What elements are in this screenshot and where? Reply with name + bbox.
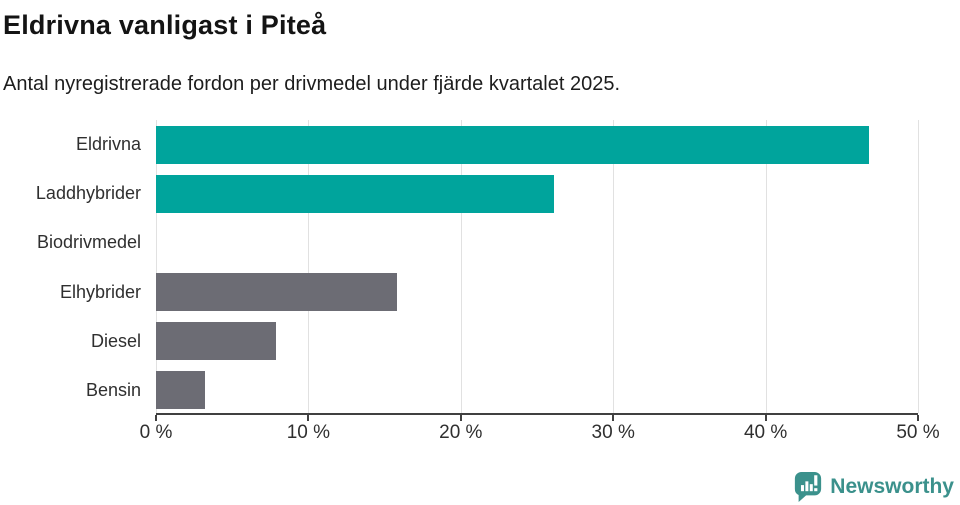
x-tick-label: 0 % bbox=[139, 422, 173, 443]
bar bbox=[156, 322, 277, 361]
chart-title: Eldrivna vanligast i Piteå bbox=[3, 10, 327, 40]
bar-track bbox=[156, 273, 918, 312]
chart-subtitle: Antal nyregistrerade fordon per drivmede… bbox=[3, 73, 621, 95]
category-label: Laddhybrider bbox=[35, 183, 141, 204]
bar bbox=[156, 174, 554, 213]
x-tick-label: 20 % bbox=[439, 422, 483, 443]
bar-track bbox=[156, 125, 918, 164]
bar bbox=[156, 371, 205, 410]
brand-name: Newsworthy bbox=[830, 474, 954, 498]
brand-logo: Newsworthy bbox=[793, 471, 954, 502]
axis-tick bbox=[612, 415, 615, 421]
chart-row: Biodrivmedel bbox=[0, 218, 918, 267]
x-tick-label: 10 % bbox=[286, 422, 331, 443]
x-tick-label: 50 % bbox=[896, 422, 940, 443]
bar-track bbox=[156, 174, 918, 213]
gridline bbox=[613, 120, 615, 413]
grid-layer: 0 % 10 % 20 % 30 % 40 % 50 % bbox=[140, 120, 940, 443]
gridline bbox=[308, 120, 310, 413]
category-label: Bensin bbox=[85, 379, 141, 400]
category-label: Diesel bbox=[90, 330, 141, 351]
bar-track bbox=[156, 224, 918, 262]
category-label: Biodrivmedel bbox=[36, 232, 141, 253]
bar-chart: 0 % 10 % 20 % 30 % 40 % 50 % Eldrivna Laddhybr… bbox=[0, 120, 960, 465]
axis-tick bbox=[155, 415, 157, 421]
gridline bbox=[156, 120, 157, 413]
chart-row: Laddhybrider bbox=[0, 169, 918, 218]
chart-row: Diesel bbox=[0, 317, 918, 366]
bar-track bbox=[156, 371, 918, 410]
axis-tick bbox=[917, 415, 919, 421]
gridline bbox=[460, 120, 462, 413]
axis-tick bbox=[764, 415, 767, 421]
category-label: Eldrivna bbox=[75, 134, 141, 155]
newsworthy-icon bbox=[793, 471, 823, 502]
chart-row: Elhybrider bbox=[0, 268, 918, 317]
bar bbox=[156, 125, 870, 164]
chart-row: Eldrivna bbox=[0, 120, 918, 169]
bar bbox=[156, 273, 397, 312]
axis-tick bbox=[459, 415, 462, 421]
chart-row: Bensin bbox=[0, 366, 918, 415]
chart-header: Eldrivna vanligast i Piteå Antal nyregis… bbox=[0, 0, 960, 98]
gridline bbox=[918, 120, 919, 413]
axis-tick bbox=[307, 415, 310, 421]
rows: Eldrivna Laddhybrider Biodrivmedel Elhybrid… bbox=[0, 120, 918, 415]
x-tick-label: 30 % bbox=[591, 422, 635, 443]
x-tick-label: 40 % bbox=[743, 422, 788, 443]
bar-track bbox=[156, 322, 918, 361]
gridline bbox=[765, 120, 767, 413]
category-label: Elhybrider bbox=[59, 281, 141, 302]
